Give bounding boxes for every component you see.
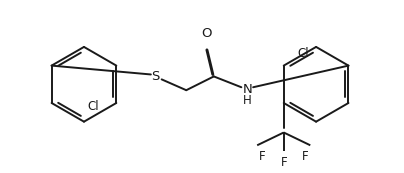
Text: S: S [152, 70, 160, 83]
Text: F: F [280, 156, 287, 169]
Text: N: N [242, 83, 252, 96]
Text: O: O [202, 27, 212, 40]
Text: F: F [302, 150, 309, 163]
Text: F: F [259, 150, 265, 163]
Text: Cl: Cl [297, 47, 309, 60]
Text: Cl: Cl [87, 100, 99, 113]
Text: H: H [243, 94, 252, 107]
